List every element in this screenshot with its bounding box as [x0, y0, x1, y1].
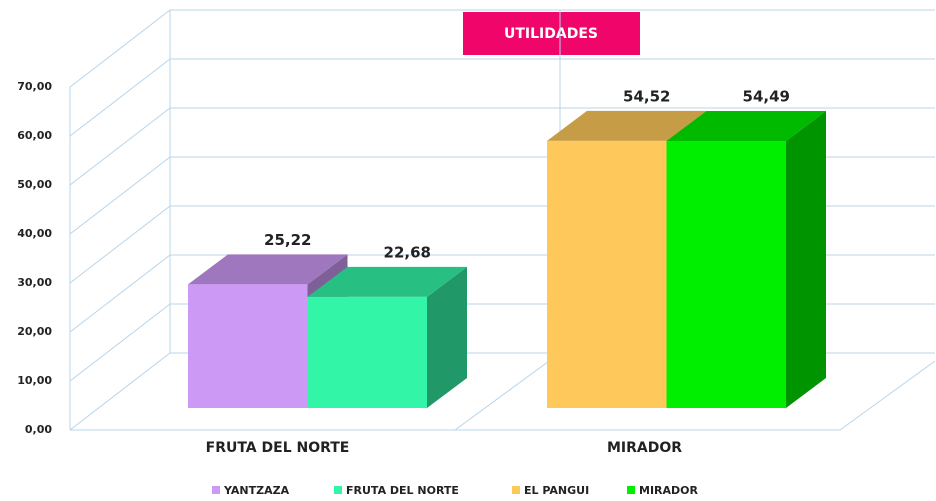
y-tick-label: 40,00	[17, 227, 52, 240]
bar-side	[786, 110, 826, 409]
legend-swatch	[212, 486, 220, 494]
bar	[188, 284, 308, 408]
grid-line	[69, 303, 171, 382]
legend-label: MIRADOR	[639, 484, 699, 497]
floor-edge	[839, 360, 936, 431]
y-tick-label: 0,00	[25, 423, 52, 436]
bar-top	[547, 110, 707, 141]
y-tick-label: 20,00	[17, 325, 52, 338]
y-tick-label: 70,00	[17, 80, 52, 93]
chart-title: UTILIDADES	[504, 26, 598, 42]
legend-swatch	[334, 486, 342, 494]
bar-side	[427, 266, 467, 408]
grid-line	[69, 58, 171, 137]
data-label: 25,22	[264, 231, 311, 249]
legend-label: FRUTA DEL NORTE	[346, 484, 459, 497]
y-tick-label: 30,00	[17, 276, 52, 289]
x-tick-label: FRUTA DEL NORTE	[206, 440, 350, 456]
grid-line	[69, 156, 171, 235]
grid-line	[69, 205, 171, 284]
legend-label: YANTZAZA	[223, 484, 290, 497]
bar	[307, 296, 427, 408]
x-tick-label: MIRADOR	[607, 440, 682, 456]
legend-swatch	[627, 486, 635, 494]
bar-top	[307, 266, 467, 297]
data-label: 54,49	[743, 87, 790, 105]
grid-line	[69, 352, 171, 431]
title-box	[463, 12, 640, 55]
legend-label: EL PANGUI	[524, 484, 589, 497]
data-label: 22,68	[384, 243, 431, 261]
grid-line	[69, 9, 171, 88]
bar	[547, 140, 667, 409]
legend-swatch	[512, 486, 520, 494]
y-tick-label: 50,00	[17, 178, 52, 191]
bar-top	[188, 254, 348, 285]
data-label: 54,52	[623, 87, 670, 105]
y-tick-label: 60,00	[17, 129, 52, 142]
grid-line	[69, 254, 171, 333]
bar	[666, 140, 786, 408]
grid-line	[69, 107, 171, 186]
y-tick-label: 10,00	[17, 374, 52, 387]
bar-top	[666, 110, 826, 141]
floor-edge	[454, 352, 561, 431]
